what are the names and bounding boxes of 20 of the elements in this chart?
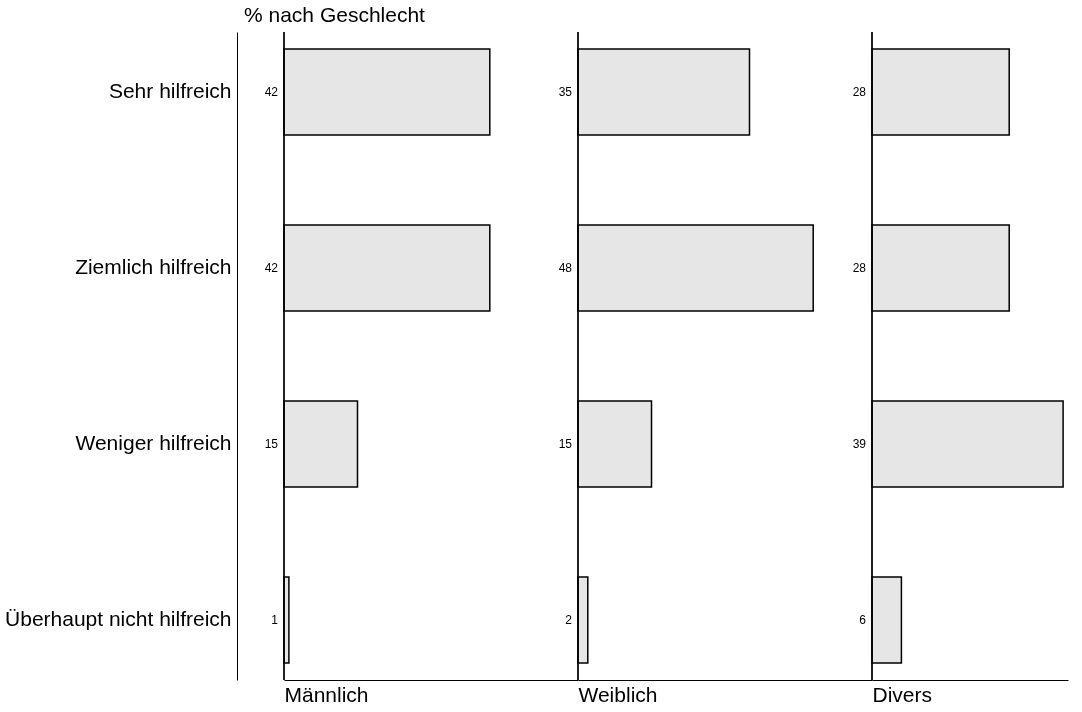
- data-label: 2: [565, 612, 573, 627]
- chart-title: % nach Geschlecht: [244, 2, 426, 26]
- data-label: 28: [852, 261, 867, 276]
- y-tick-label: Sehr hilfreich: [108, 79, 232, 103]
- data-label: 1: [271, 612, 279, 627]
- data-label: 15: [264, 436, 279, 451]
- y-tick-label: Überhaupt nicht hilfreich: [5, 606, 232, 630]
- y-tick-label: Ziemlich hilfreich: [75, 255, 232, 279]
- data-label: 42: [264, 85, 279, 100]
- data-label: 48: [558, 261, 573, 276]
- data-label: 42: [264, 261, 279, 276]
- data-label: 15: [558, 436, 573, 451]
- x-axis-title: Männlich: [284, 682, 369, 706]
- data-label: 6: [859, 612, 867, 627]
- x-axis-title: Weiblich: [578, 682, 658, 706]
- data-label: 39: [852, 436, 867, 451]
- y-tick-label: Weniger hilfreich: [75, 430, 232, 454]
- x-axis-title: Divers: [872, 682, 933, 706]
- data-label: 28: [852, 85, 867, 100]
- data-label: 35: [558, 85, 573, 100]
